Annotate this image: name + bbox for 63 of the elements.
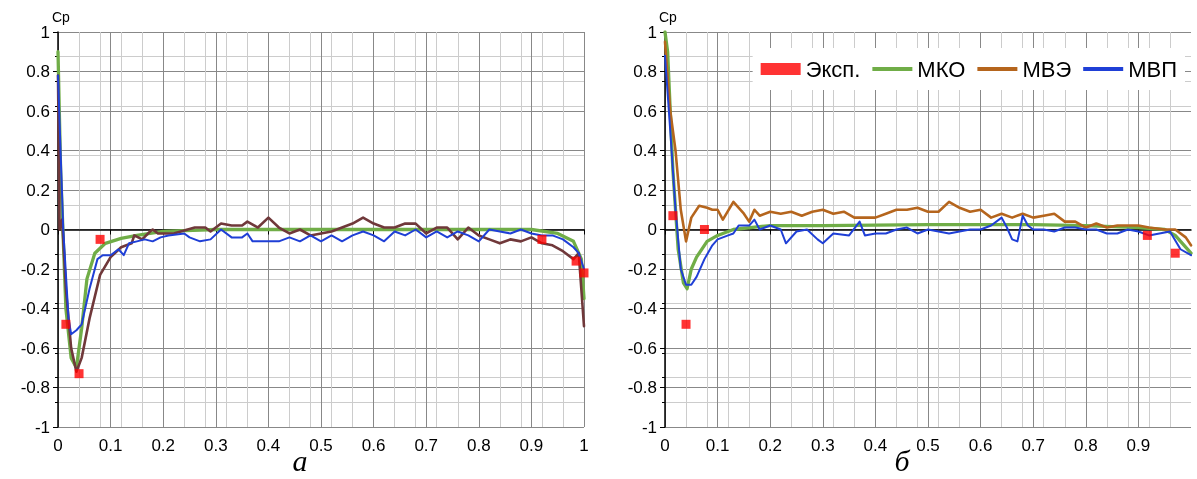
- x-tick-label: 0.8: [1073, 436, 1098, 455]
- y-tick-label: 1: [40, 22, 50, 42]
- point: [1142, 230, 1152, 240]
- point: [571, 256, 581, 266]
- x-tick-label: 0: [53, 436, 63, 455]
- y-tick-label: 0.4: [633, 141, 657, 160]
- y-axis-title: Cp: [52, 8, 71, 25]
- point: [95, 234, 105, 244]
- point: [579, 268, 589, 278]
- y-tick-label: 0: [40, 220, 50, 239]
- y-tick-label: 0.4: [26, 141, 50, 160]
- point: [537, 234, 547, 244]
- text: а: [292, 443, 308, 477]
- y-tick-label: -0.8: [627, 378, 657, 397]
- x-tick-label: 0.4: [256, 436, 281, 455]
- x-tick-label: 0.9: [1126, 436, 1151, 455]
- y-tick-label: 0.2: [26, 180, 50, 200]
- y-tick-label: -0.4: [627, 299, 657, 318]
- y-tick-label: -0.6: [20, 338, 50, 358]
- y-tick-label: 0.8: [26, 62, 50, 81]
- y-tick-label: -0.2: [627, 259, 657, 279]
- y-tick-label: -1: [34, 417, 50, 437]
- x-tick-label: 0.1: [98, 436, 123, 455]
- line-series: [663, 40, 1193, 247]
- x-tick-label: 0.4: [863, 436, 888, 455]
- x-tick-label: 0.3: [203, 436, 228, 455]
- legend-label: МКО: [917, 56, 966, 82]
- x-tick-label: 0.5: [916, 436, 940, 455]
- x-tick-label: 0.9: [519, 436, 544, 455]
- point: [699, 225, 709, 234]
- point: [668, 211, 678, 221]
- y-tick-label: -0.8: [20, 378, 50, 397]
- x-tick-label: 0.6: [361, 436, 386, 455]
- point: [681, 319, 691, 329]
- x-tick-label: 0.1: [705, 436, 730, 455]
- x-tick-label: 0.2: [151, 436, 176, 455]
- y-tick-label: 0.6: [26, 101, 50, 121]
- y-tick-label: 0.6: [633, 101, 657, 121]
- x-tick-label: 0.7: [414, 436, 439, 455]
- y-axis-title: Cp: [659, 8, 678, 25]
- y-tick-label: 0.8: [633, 62, 657, 81]
- legend-label: МВЭ: [1022, 56, 1072, 82]
- y-tick-label: -0.4: [20, 299, 50, 318]
- x-tick-label: 0.5: [309, 436, 333, 455]
- text: б: [894, 443, 911, 477]
- x-tick-label: 0.3: [810, 436, 835, 455]
- point: [1170, 248, 1180, 258]
- legend-label: Эксп.: [805, 56, 861, 82]
- x-tick-label: 0.2: [758, 436, 783, 455]
- legend-label: МВП: [1128, 56, 1177, 82]
- point: [74, 369, 84, 379]
- x-tick-label: 0.6: [968, 436, 993, 455]
- y-tick-label: 0: [647, 220, 657, 239]
- y-tick-label: -0.2: [20, 259, 50, 279]
- x-tick-label: 0.7: [1021, 436, 1046, 455]
- y-tick-label: 1: [647, 22, 657, 42]
- x-tick-label: 1: [579, 436, 589, 455]
- x-tick-label: 0: [660, 436, 670, 455]
- y-tick-label: 0.2: [633, 180, 657, 200]
- y-tick-label: -1: [641, 417, 657, 437]
- x-tick-label: 0.8: [466, 436, 491, 455]
- y-tick-label: -0.6: [627, 338, 657, 358]
- point: [61, 319, 71, 329]
